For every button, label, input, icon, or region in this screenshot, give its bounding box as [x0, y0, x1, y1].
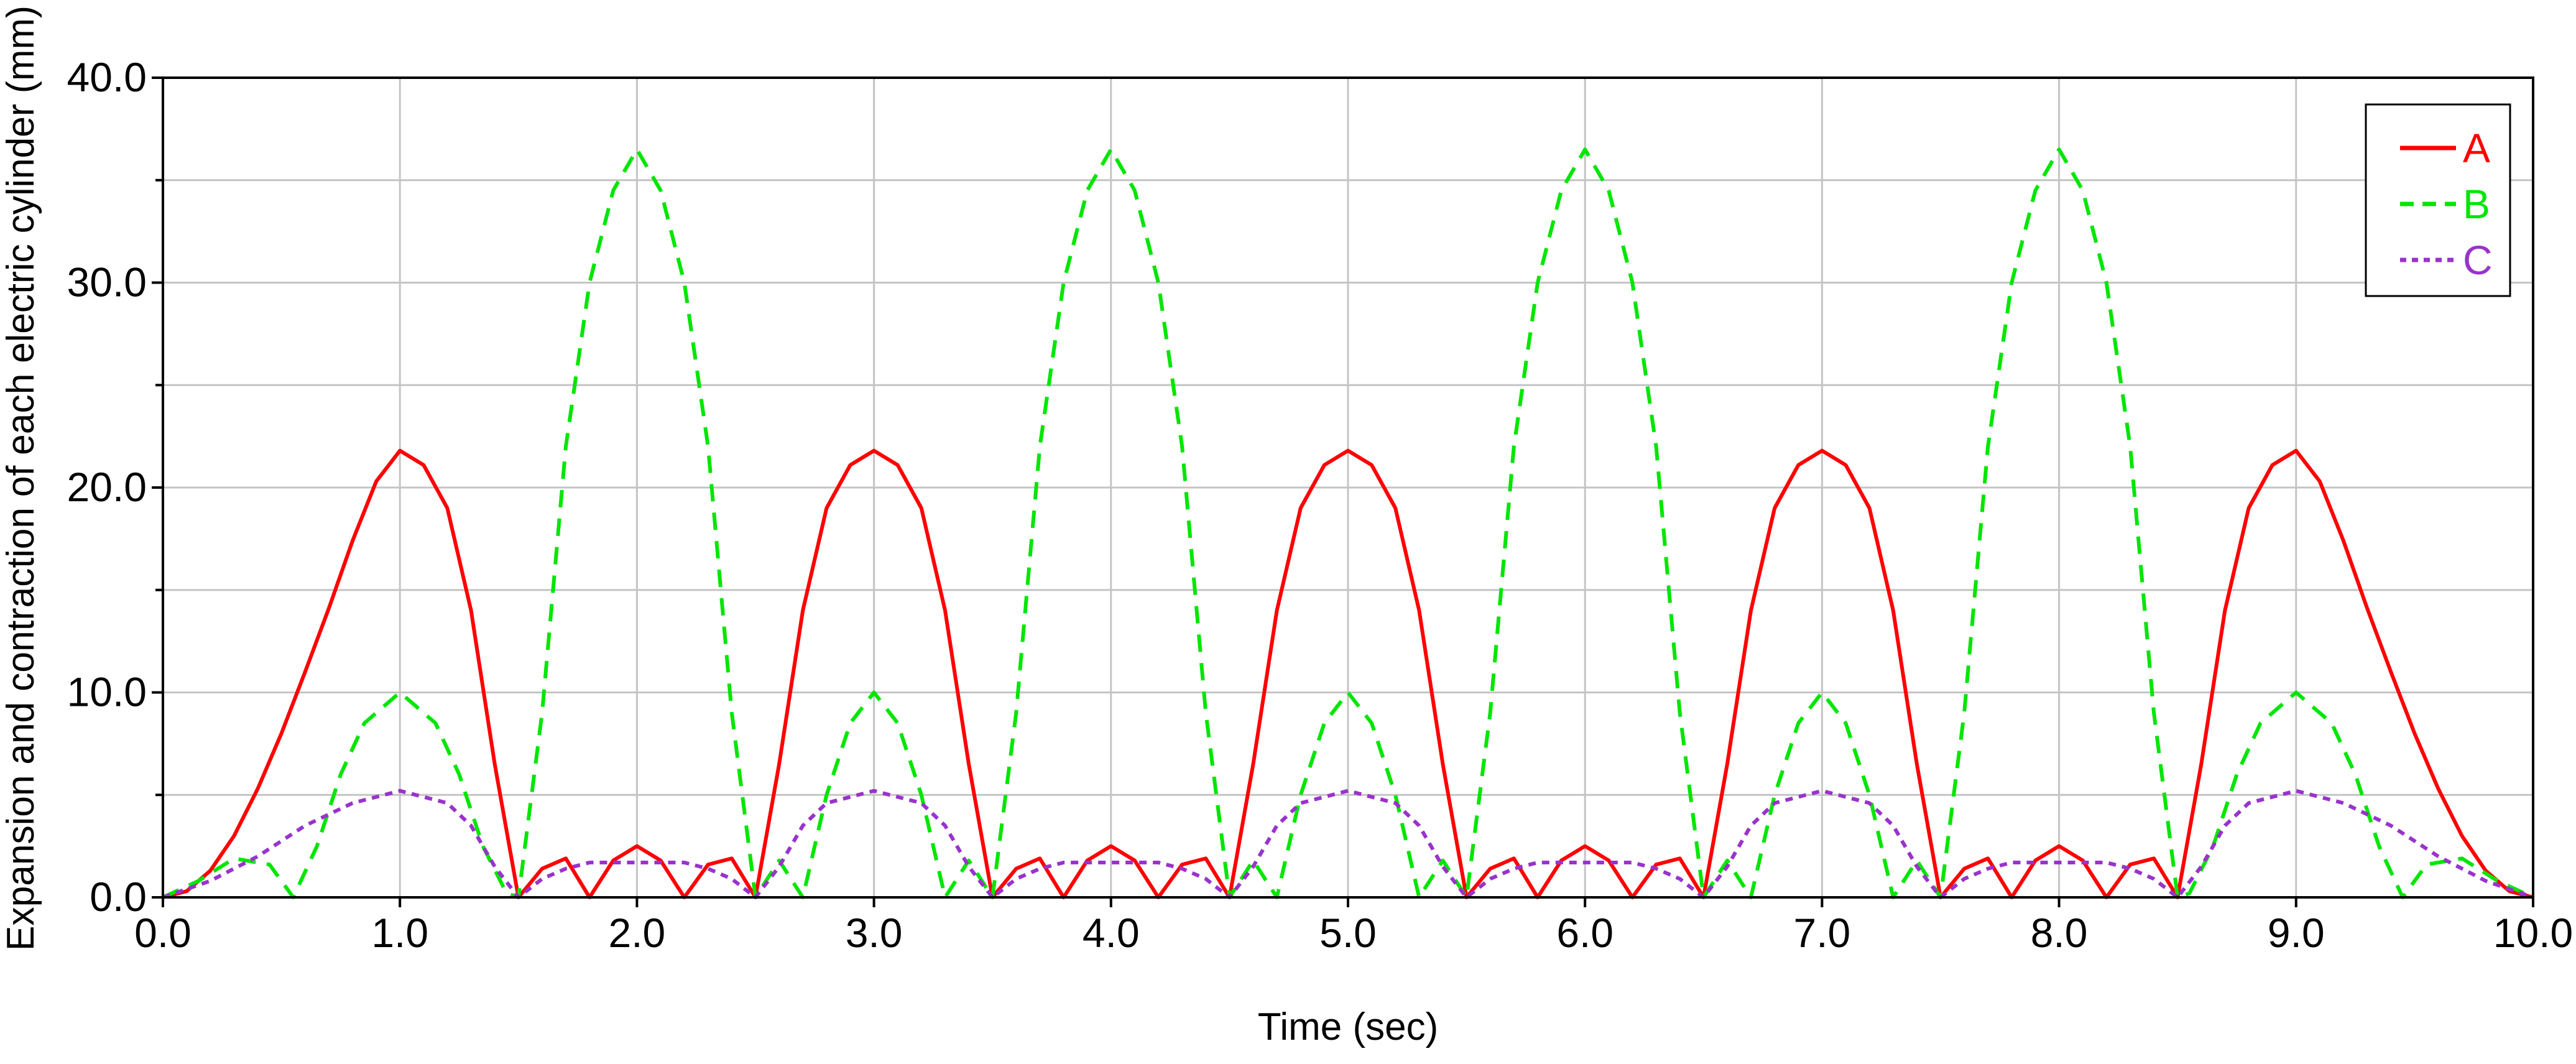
y-tick-label: 40.0	[67, 54, 147, 100]
legend-label-C: C	[2463, 237, 2493, 283]
legend-label-A: A	[2463, 125, 2490, 171]
series-line-B	[162, 147, 2534, 899]
axis-ticks: 0.0 1.0 2.0 3.0 4.0 5.0 6.0 7.0 8.0 9.0 10.0 0.0 10.…	[67, 54, 2574, 956]
y-axis-title: Expansion and contraction of each electr…	[0, 6, 42, 951]
x-tick-label: 10.0	[2493, 910, 2573, 956]
x-tick-label: 2.0	[609, 910, 666, 956]
y-tick-label: 20.0	[67, 464, 147, 510]
legend-label-B: B	[2463, 181, 2490, 227]
x-tick-label: 0.0	[134, 910, 192, 956]
legend-box	[2365, 103, 2511, 297]
grid-lines	[162, 76, 2534, 899]
y-tick-label: 0.0	[90, 874, 147, 920]
y-tick-label: 10.0	[67, 669, 147, 715]
x-tick-label: 3.0	[846, 910, 903, 956]
x-tick-label: 4.0	[1083, 910, 1140, 956]
series-line-C	[162, 789, 2534, 899]
x-tick-label: 6.0	[1556, 910, 1613, 956]
series-line-A	[162, 448, 2534, 899]
x-tick-label: 7.0	[1794, 910, 1851, 956]
x-axis-title: Time (sec)	[1258, 1006, 1438, 1048]
x-tick-label: 5.0	[1319, 910, 1377, 956]
series-lines	[162, 147, 2534, 899]
x-tick-label: 9.0	[2268, 910, 2325, 956]
legend-items: ABC	[2400, 125, 2493, 283]
y-tick-label: 30.0	[67, 259, 147, 305]
x-tick-label: 8.0	[2031, 910, 2088, 956]
legend: ABC	[2365, 103, 2511, 297]
x-tick-label: 1.0	[371, 910, 428, 956]
